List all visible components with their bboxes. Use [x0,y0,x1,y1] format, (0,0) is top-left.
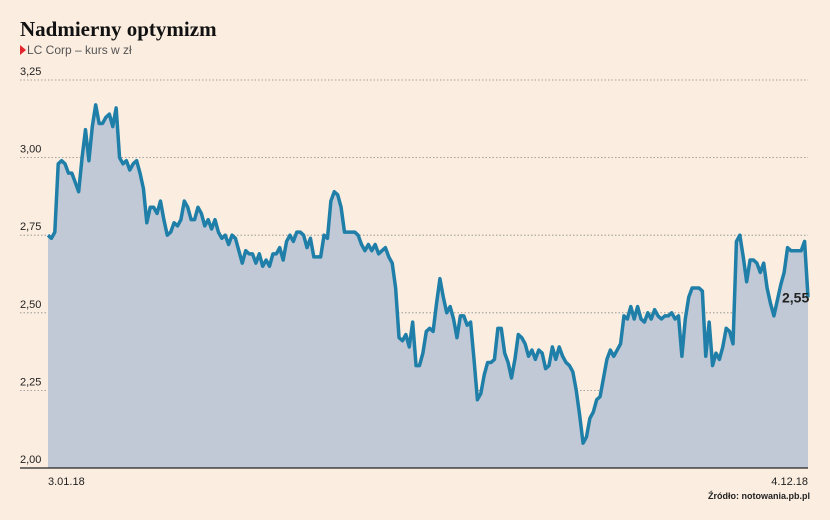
chart-subtitle: LC Corp – kurs w zł [27,43,132,57]
y-tick-label: 2,25 [20,376,41,388]
line [46,103,810,445]
chart-title: Nadmierny optymizm [20,17,217,41]
y-tick-label: 2,75 [20,221,41,233]
x-tick-label: 3.01.18 [48,476,85,488]
value-label: 2,55 [782,289,809,305]
source: Źródło: notowania.pb.pl [708,491,810,501]
area [48,104,808,468]
subtitle-marker [20,45,26,55]
x-tick-label: 4.12.18 [771,476,808,488]
y-tick-label: 2,00 [20,454,41,466]
y-tick-label: 2,50 [20,299,41,311]
y-tick-label: 3,25 [20,66,41,78]
y-tick-label: 3,00 [20,144,41,156]
